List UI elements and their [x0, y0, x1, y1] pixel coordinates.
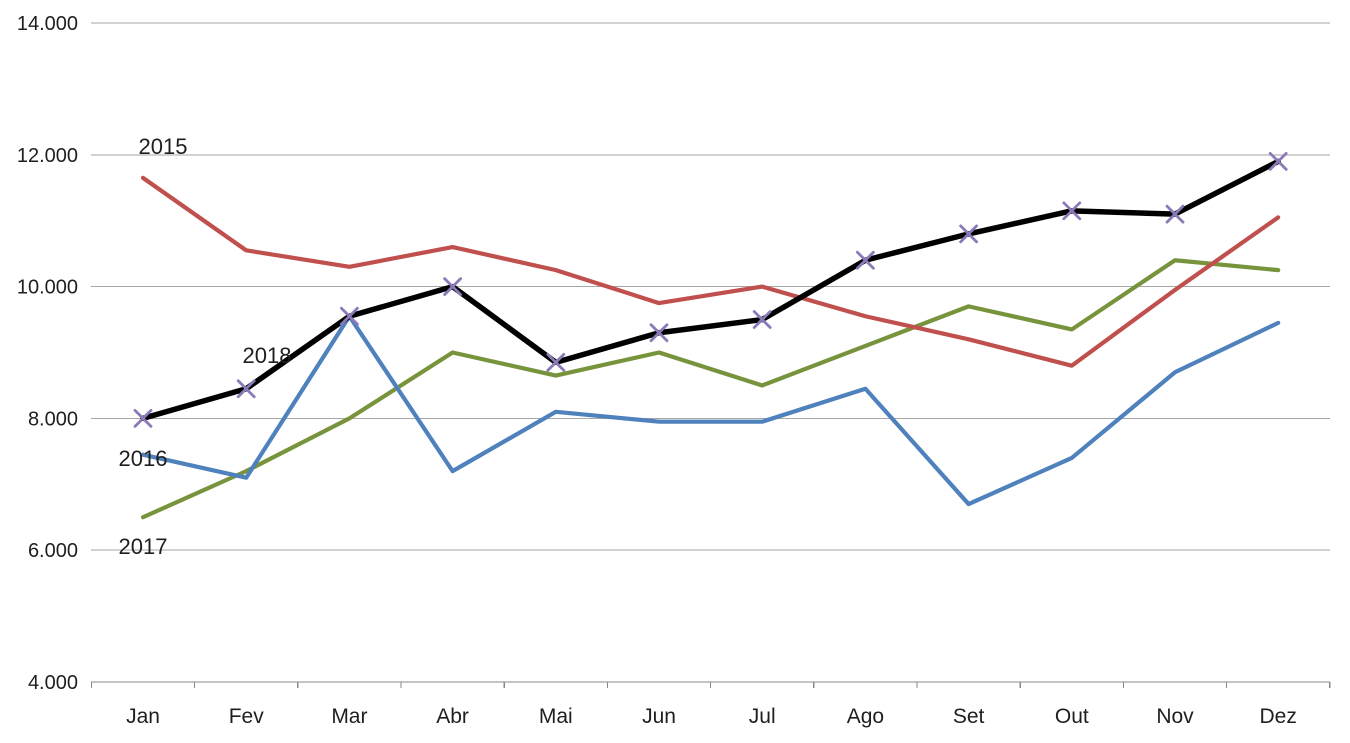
x-marker-2018: [1268, 151, 1288, 171]
y-axis-tick-label: 4.000: [28, 672, 78, 694]
series-label-2015: 2015: [139, 134, 188, 159]
series-label-2018: 2018: [243, 343, 292, 368]
x-axis-month-label: Nov: [1156, 705, 1194, 728]
x-axis-month-label: Abr: [436, 705, 469, 728]
y-axis-tick-label: 10.000: [17, 277, 78, 299]
series-line-2016: [140, 314, 1281, 507]
x-axis-month-label: Jan: [126, 705, 160, 728]
series-line-2017: [140, 258, 1281, 520]
x-marker-2018: [856, 250, 875, 270]
series-label-2016: 2016: [119, 446, 168, 471]
y-axis-tick-label: 8.000: [28, 408, 78, 430]
x-axis-month-label: Set: [953, 705, 985, 728]
y-axis-tick-label: 6.000: [28, 540, 78, 562]
x-axis-month-label: Out: [1055, 705, 1089, 728]
x-marker-2018: [340, 306, 359, 326]
x-marker-2018: [236, 379, 256, 399]
series-label-2017: 2017: [119, 534, 168, 559]
x-marker-2018: [959, 224, 978, 244]
x-axis-month-label: Mar: [331, 705, 367, 728]
x-axis-month-label: Ago: [847, 705, 884, 728]
x-marker-2018: [752, 310, 772, 329]
x-marker-2018: [133, 409, 153, 428]
x-axis-month-label: Jun: [642, 705, 676, 728]
x-marker-2018: [1165, 204, 1185, 224]
series-line-2015: [140, 175, 1281, 368]
x-axis-month-label: Mai: [539, 705, 573, 728]
y-axis-tick-label: 14.000: [17, 13, 78, 35]
y-axis-tick-label: 12.000: [17, 145, 78, 167]
x-marker-2018: [443, 277, 462, 296]
x-axis-month-label: Fev: [229, 705, 265, 728]
x-axis-month-label: Dez: [1260, 705, 1297, 728]
x-marker-2018: [546, 352, 566, 372]
series-line-2018: [140, 158, 1281, 422]
x-marker-2018: [1062, 201, 1082, 221]
x-marker-2018: [649, 323, 669, 343]
x-axis-month-label: Jul: [749, 705, 776, 728]
